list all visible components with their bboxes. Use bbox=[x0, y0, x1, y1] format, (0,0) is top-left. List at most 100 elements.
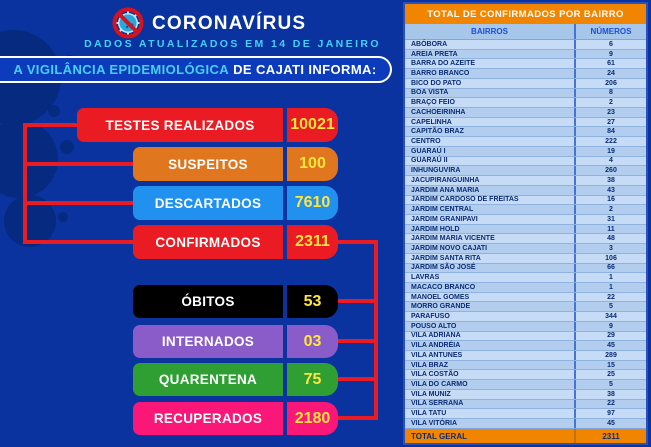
bairro-number: 31 bbox=[574, 214, 646, 224]
table-body: ABÓBORA 6 AREIA PRETA 9 BARRA DO AZEITE … bbox=[405, 40, 646, 428]
bairro-number: 84 bbox=[574, 127, 646, 137]
bairro-number: 6 bbox=[574, 40, 646, 49]
column-header-bairros: BAIRROS bbox=[471, 27, 508, 36]
bairro-number: 15 bbox=[574, 360, 646, 370]
table-row: POUSO ALTO 9 bbox=[405, 320, 646, 331]
bairro-number: 9 bbox=[574, 49, 646, 59]
stat-row-testes-realizados: TESTES REALIZADOS 10021 bbox=[77, 108, 338, 142]
stat-row-confirmados: CONFIRMADOS 2311 bbox=[133, 225, 338, 259]
bairro-name: GUARAÚ I bbox=[411, 147, 446, 155]
bairro-name: BOA VISTA bbox=[411, 89, 449, 97]
bairro-number: 43 bbox=[574, 185, 646, 195]
bairro-name: VILA BRAZ bbox=[411, 361, 449, 369]
info-banner-highlight: A VIGILÂNCIA EPIDEMIOLÓGICA bbox=[13, 62, 230, 77]
bairro-name: JARDIM SANTA RITA bbox=[411, 254, 481, 262]
stat-label: SUSPEITOS bbox=[133, 147, 283, 181]
connector-line bbox=[23, 123, 27, 244]
bairro-number: 16 bbox=[574, 195, 646, 205]
virus-watermark-dot bbox=[60, 140, 74, 154]
virus-watermark-dot bbox=[48, 105, 60, 117]
stat-label: QUARENTENA bbox=[133, 363, 283, 396]
table-row: MACACO BRANCO 1 bbox=[405, 281, 646, 292]
bairro-name: JARDIM HOLD bbox=[411, 225, 460, 233]
bairro-name: VILA COSTÃO bbox=[411, 371, 459, 379]
bairro-name: GUARAÚ II bbox=[411, 157, 448, 165]
stat-value: 10021 bbox=[287, 108, 338, 142]
stat-value: 100 bbox=[287, 147, 338, 181]
table-column-headers: BAIRROS NÚMEROS bbox=[405, 24, 646, 40]
table-row: GUARAÚ II 4 bbox=[405, 155, 646, 166]
connector-line bbox=[374, 240, 378, 420]
stat-value: 2311 bbox=[287, 225, 338, 259]
table-row: JARDIM ANA MARIA 43 bbox=[405, 184, 646, 195]
stat-label: CONFIRMADOS bbox=[133, 225, 283, 259]
stat-label: RECUPERADOS bbox=[133, 402, 283, 435]
bairro-number: 11 bbox=[574, 224, 646, 234]
table-row: INHUNGUVIRA 260 bbox=[405, 165, 646, 176]
bairro-number: 1 bbox=[574, 273, 646, 282]
page-title: CORONAVÍRUS bbox=[152, 13, 307, 34]
table-row: VILA TATU 97 bbox=[405, 408, 646, 419]
table-row: JARDIM CENTRAL 2 bbox=[405, 204, 646, 214]
bairro-name: MORRO GRANDE bbox=[411, 303, 471, 311]
table-row: JARDIM HOLD 11 bbox=[405, 223, 646, 234]
table-row: GUARAÚ I 19 bbox=[405, 145, 646, 156]
table-row: VILA ANDRÉIA 45 bbox=[405, 340, 646, 350]
stat-value: 03 bbox=[287, 325, 338, 358]
table-row: BOA VISTA 8 bbox=[405, 87, 646, 98]
table-row: CACHOEIRINHA 23 bbox=[405, 107, 646, 117]
bairro-name: VILA ANTUNES bbox=[411, 351, 463, 359]
bairro-name: JARDIM MARIA VICENTE bbox=[411, 235, 495, 243]
bairro-number: 38 bbox=[574, 176, 646, 185]
bairro-name: VILA VITÓRIA bbox=[411, 419, 458, 427]
bairro-name: VILA ANDRÉIA bbox=[411, 342, 461, 350]
bairro-number: 97 bbox=[574, 409, 646, 419]
bairro-name: JARDIM CENTRAL bbox=[411, 206, 474, 214]
connector-line bbox=[23, 201, 135, 205]
bairro-name: VILA MUNIZ bbox=[411, 390, 451, 398]
no-coronavirus-icon bbox=[112, 7, 144, 39]
virus-watermark bbox=[0, 120, 58, 198]
bairro-name: POUSO ALTO bbox=[411, 322, 457, 330]
connector-line bbox=[338, 416, 374, 420]
bairro-name: BICO DO PATO bbox=[411, 79, 462, 87]
connector-line bbox=[338, 377, 374, 381]
table-row: JARDIM CARDOSO DE FREITAS 16 bbox=[405, 194, 646, 205]
stat-label: INTERNADOS bbox=[133, 325, 283, 358]
table-row: LAVRAS 1 bbox=[405, 272, 646, 282]
table-row: ABÓBORA 6 bbox=[405, 40, 646, 49]
stat-row-recuperados: RECUPERADOS 2180 bbox=[133, 402, 338, 435]
bairro-name: CAPITÃO BRAZ bbox=[411, 128, 464, 136]
bairro-number: 27 bbox=[574, 117, 646, 127]
total-label: TOTAL GERAL bbox=[411, 431, 467, 441]
connector-line bbox=[338, 240, 378, 244]
bairro-number: 260 bbox=[574, 166, 646, 176]
stat-row-suspeitos: SUSPEITOS 100 bbox=[133, 147, 338, 181]
table-row: BICO DO PATO 206 bbox=[405, 77, 646, 88]
bairro-number: 25 bbox=[574, 370, 646, 380]
bairro-number: 48 bbox=[574, 234, 646, 244]
bairro-number: 3 bbox=[574, 244, 646, 253]
bairro-number: 29 bbox=[574, 331, 646, 341]
connector-line bbox=[23, 123, 81, 127]
bairro-name: INHUNGUVIRA bbox=[411, 167, 461, 175]
bairro-number: 24 bbox=[574, 69, 646, 78]
bairro-number: 23 bbox=[574, 108, 646, 117]
bairro-name: VILA DO CARMO bbox=[411, 381, 468, 389]
table-row: JACUPIRANGUINHA 38 bbox=[405, 175, 646, 185]
table-total-row: TOTAL GERAL 2311 bbox=[405, 428, 646, 443]
bairro-name: CACHOEIRINHA bbox=[411, 108, 466, 116]
bairro-number: 45 bbox=[574, 419, 646, 428]
table-row: VILA VITÓRIA 45 bbox=[405, 418, 646, 428]
table-row: VILA ANTUNES 289 bbox=[405, 350, 646, 360]
info-banner-rest: DE CAJATI INFORMA: bbox=[229, 62, 377, 77]
bairro-number: 61 bbox=[574, 59, 646, 69]
table-row: VILA COSTÃO 25 bbox=[405, 369, 646, 380]
table-row: VILA DO CARMO 5 bbox=[405, 379, 646, 389]
bairro-name: JACUPIRANGUINHA bbox=[411, 176, 480, 184]
stat-value: 53 bbox=[287, 285, 338, 318]
bairro-number: 2 bbox=[574, 98, 646, 108]
table-row: VILA ADRIANA 29 bbox=[405, 330, 646, 341]
table-row: CAPELINHA 27 bbox=[405, 116, 646, 127]
bairro-number: 106 bbox=[574, 253, 646, 263]
